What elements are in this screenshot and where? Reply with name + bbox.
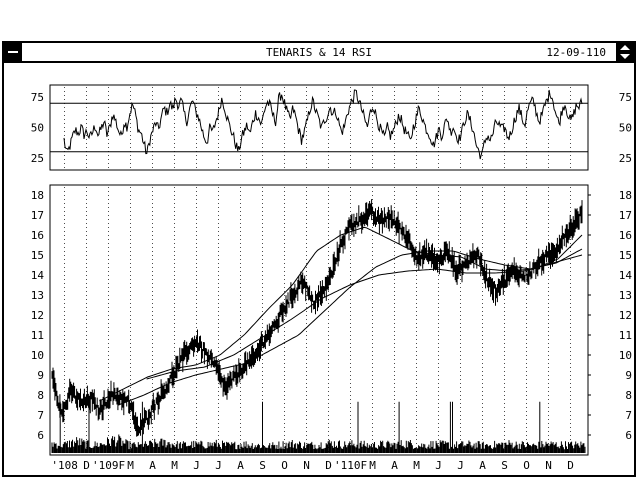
price-y-tick-label-left: 18 xyxy=(31,189,44,202)
x-tick-label: A xyxy=(391,459,398,472)
price-y-tick-label-right: 10 xyxy=(619,349,632,362)
x-tick-label: A xyxy=(479,459,486,472)
price-y-tick-label-right: 8 xyxy=(625,389,632,402)
x-tick-label: M xyxy=(127,459,134,472)
price-y-tick-label-right: 9 xyxy=(625,369,632,382)
volume-bars xyxy=(51,401,586,453)
x-tick-label: J xyxy=(457,459,464,472)
rsi-panel: 75 75 50 50 25 25 xyxy=(31,84,632,171)
x-tick-label: D xyxy=(83,459,90,472)
price-y-tick-label-left: 12 xyxy=(31,309,44,322)
price-y-tick-label-left: 11 xyxy=(31,329,44,342)
x-tick-label: O xyxy=(281,459,288,472)
price-y-tick-label-right: 6 xyxy=(625,429,632,442)
scroll-button[interactable] xyxy=(616,43,634,61)
price-y-tick-label-left: 15 xyxy=(31,249,44,262)
moving-average-line-3 xyxy=(146,254,583,380)
x-tick-label: O xyxy=(523,459,530,472)
price-y-tick-label-left: 8 xyxy=(37,389,44,402)
x-tick-label: N xyxy=(303,459,310,472)
x-tick-label: '108 xyxy=(51,459,78,472)
x-tick-label: '110F xyxy=(334,459,367,472)
rsi-y-tick-label-right: 75 xyxy=(619,91,632,104)
up-down-arrows-icon xyxy=(620,45,630,59)
price-y-tick-label-right: 7 xyxy=(625,409,632,422)
price-bars xyxy=(51,199,583,437)
rsi-line xyxy=(63,89,583,160)
price-y-tick-label-left: 6 xyxy=(37,429,44,442)
price-y-tick-label-left: 7 xyxy=(37,409,44,422)
minus-icon xyxy=(8,51,18,53)
x-tick-label: S xyxy=(259,459,266,472)
price-y-tick-label-right: 11 xyxy=(619,329,632,342)
price-y-tick-label-left: 14 xyxy=(31,269,45,282)
window-title: TENARIS & 14 RSI xyxy=(266,46,372,59)
price-y-tick-label-left: 9 xyxy=(37,369,44,382)
price-y-tick-label-right: 12 xyxy=(619,309,632,322)
price-y-tick-label-right: 17 xyxy=(619,209,632,222)
system-menu-button[interactable] xyxy=(4,43,22,61)
x-tick-label: '109F xyxy=(92,459,125,472)
price-y-tick-label-right: 14 xyxy=(619,269,633,282)
rsi-y-tick-label-right: 25 xyxy=(619,152,632,165)
x-tick-label: J xyxy=(215,459,222,472)
x-tick-label: A xyxy=(237,459,244,472)
price-y-tick-label-left: 10 xyxy=(31,349,44,362)
price-y-tick-label-right: 16 xyxy=(619,229,632,242)
window-date: 12-09-110 xyxy=(546,46,606,59)
price-panel: 18 18 17 17 16 16 15 15 14 14 13 13 12 12 11 11 10 10 9 9 8 8… xyxy=(31,184,633,472)
x-tick-label: D xyxy=(325,459,332,472)
rsi-y-tick-label-left: 75 xyxy=(31,91,44,104)
price-y-tick-label-left: 16 xyxy=(31,229,44,242)
x-tick-label: N xyxy=(545,459,552,472)
price-y-tick-label-right: 15 xyxy=(619,249,632,262)
x-tick-label: S xyxy=(501,459,508,472)
x-tick-label: J xyxy=(435,459,442,472)
moving-average-line-1 xyxy=(99,226,583,402)
x-tick-label: A xyxy=(149,459,156,472)
price-y-tick-label-left: 17 xyxy=(31,209,44,222)
x-tick-label: M xyxy=(369,459,376,472)
x-tick-label: J xyxy=(193,459,200,472)
price-y-tick-label-right: 13 xyxy=(619,289,632,302)
x-tick-label: M xyxy=(413,459,420,472)
x-tick-label: M xyxy=(171,459,178,472)
rsi-y-tick-label-left: 25 xyxy=(31,152,44,165)
rsi-frame xyxy=(49,84,589,171)
moving-average-line-2 xyxy=(118,248,583,406)
chart-window: TENARIS & 14 RSI 12-09-110 xyxy=(2,41,636,477)
rsi-y-tick-label-left: 50 xyxy=(31,122,44,135)
x-tick-label: D xyxy=(567,459,574,472)
price-y-tick-label-left: 13 xyxy=(31,289,44,302)
price-y-tick-label-right: 18 xyxy=(619,189,632,202)
title-bar: TENARIS & 14 RSI 12-09-110 xyxy=(4,43,634,63)
rsi-y-tick-label-right: 50 xyxy=(619,122,632,135)
